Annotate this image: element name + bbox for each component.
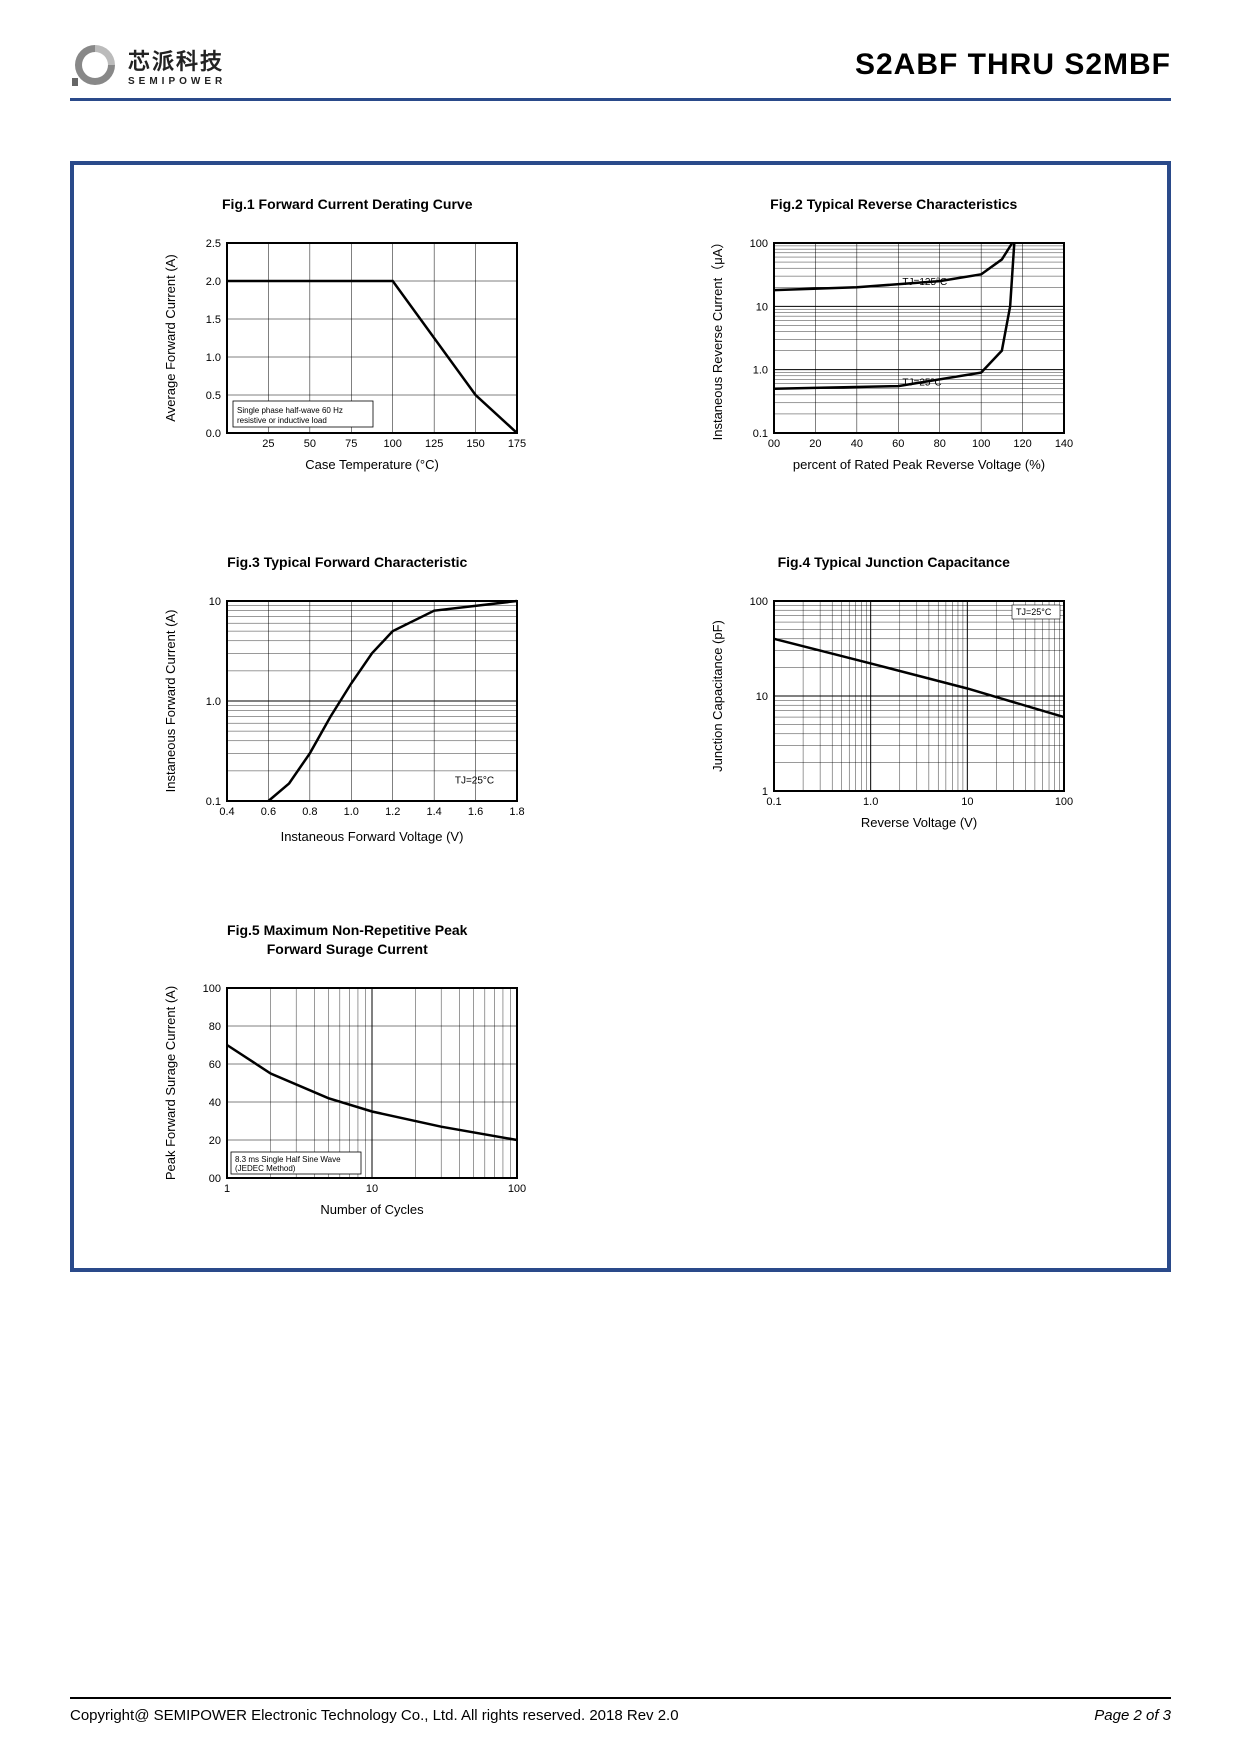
svg-text:Junction Capacitance (pF): Junction Capacitance (pF) — [710, 621, 725, 773]
svg-text:percent of Rated Peak Reverse: percent of Rated Peak Reverse Voltage (%… — [793, 457, 1045, 472]
svg-text:Single phase half-wave 60 Hz: Single phase half-wave 60 Hz — [237, 406, 343, 415]
fig5-chart: 1 10 100 00 20 40 60 80 100 8.3 ms Single Half Si… — [157, 978, 537, 1238]
svg-text:40: 40 — [850, 438, 862, 450]
svg-text:10: 10 — [756, 302, 768, 314]
svg-text:80: 80 — [209, 1021, 221, 1033]
svg-text:120: 120 — [1013, 438, 1031, 450]
svg-text:60: 60 — [892, 438, 904, 450]
svg-text:Average Forward Current (A): Average Forward Current (A) — [163, 255, 178, 422]
logo-text-en: SEMIPOWER — [128, 76, 226, 87]
svg-text:1.0: 1.0 — [206, 696, 221, 708]
company-logo: 芯派科技 SEMIPOWER — [70, 40, 226, 90]
svg-text:2.5: 2.5 — [206, 238, 221, 250]
svg-text:TJ=125°C: TJ=125°C — [902, 277, 947, 288]
svg-text:TJ=25°C: TJ=25°C — [1016, 607, 1052, 617]
svg-text:60: 60 — [209, 1059, 221, 1071]
svg-text:0.1: 0.1 — [206, 796, 221, 808]
svg-text:Reverse Voltage (V): Reverse Voltage (V) — [861, 815, 977, 830]
fig3-chart: 0.4 0.6 0.8 1.0 1.2 1.4 1.6 1.8 0.1 1.0 10 TJ=25°C I… — [157, 591, 537, 861]
svg-text:100: 100 — [749, 596, 767, 608]
svg-text:0.6: 0.6 — [261, 806, 276, 818]
fig4-chart: 0.1 1.0 10 100 1 10 100 TJ=25°C Reverse Voltage … — [704, 591, 1084, 851]
svg-text:0.1: 0.1 — [766, 796, 781, 808]
logo-text-cn: 芯派科技 — [128, 44, 226, 76]
svg-text:Case Temperature (°C): Case Temperature (°C) — [305, 457, 439, 472]
svg-text:10: 10 — [961, 796, 973, 808]
figure-4: Fig.4 Typical Junction Capacitance 0.1 1.… — [641, 553, 1148, 861]
svg-text:Peak Forward Surage Current (A: Peak Forward Surage Current (A) — [163, 986, 178, 1180]
svg-text:0.1: 0.1 — [752, 428, 767, 440]
svg-text:100: 100 — [1055, 796, 1073, 808]
svg-text:1.5: 1.5 — [206, 314, 221, 326]
charts-container: Fig.1 Forward Current Derating Curve 25 5… — [70, 161, 1171, 1272]
svg-text:TJ=25°C: TJ=25°C — [902, 378, 941, 389]
fig2-title: Fig.2 Typical Reverse Characteristics — [770, 195, 1017, 213]
svg-text:10: 10 — [209, 596, 221, 608]
fig2-chart: 00 20 40 60 80 100 120 140 0.1 1.0 10 100 TJ=125°C TJ… — [704, 233, 1084, 493]
svg-text:Instaneous Forward Voltage (V): Instaneous Forward Voltage (V) — [281, 829, 464, 844]
svg-text:(JEDEC Method): (JEDEC Method) — [235, 1164, 296, 1173]
datasheet-page: 芯派科技 SEMIPOWER S2ABF THRU S2MBF Fig.1 Fo… — [0, 0, 1241, 1754]
svg-text:Number of Cycles: Number of Cycles — [321, 1202, 425, 1217]
svg-text:1.2: 1.2 — [385, 806, 400, 818]
svg-text:1.0: 1.0 — [752, 365, 767, 377]
svg-text:140: 140 — [1055, 438, 1073, 450]
svg-text:resistive or inductive load: resistive or inductive load — [237, 416, 327, 425]
svg-text:100: 100 — [508, 1183, 526, 1195]
page-footer: Copyright@ SEMIPOWER Electronic Technolo… — [70, 1697, 1171, 1724]
fig4-title: Fig.4 Typical Junction Capacitance — [778, 553, 1010, 571]
fig1-chart: 25 50 75 100 125 150 175 0.0 0.5 1.0 1.5 2.0 2.5 Sing… — [157, 233, 537, 493]
svg-text:0.0: 0.0 — [206, 428, 221, 440]
svg-text:1.4: 1.4 — [427, 806, 442, 818]
svg-text:25: 25 — [263, 438, 275, 450]
svg-text:Instaneous Forward Current (A: Instaneous Forward Current (A) — [163, 610, 178, 793]
svg-text:2.0: 2.0 — [206, 276, 221, 288]
svg-text:100: 100 — [749, 238, 767, 250]
svg-text:75: 75 — [345, 438, 357, 450]
svg-text:20: 20 — [809, 438, 821, 450]
svg-text:150: 150 — [467, 438, 485, 450]
svg-text:Instaneous Reverse Current（μA）: Instaneous Reverse Current（μA） — [710, 236, 725, 441]
svg-text:1: 1 — [224, 1183, 230, 1195]
fig5-title: Fig.5 Maximum Non-Repetitive Peak Forwar… — [227, 921, 467, 957]
svg-text:8.3 ms Single Half Sine Wave: 8.3 ms Single Half Sine Wave — [235, 1155, 341, 1164]
svg-text:1.6: 1.6 — [468, 806, 483, 818]
svg-text:00: 00 — [768, 438, 780, 450]
svg-text:0.4: 0.4 — [220, 806, 235, 818]
figure-3: Fig.3 Typical Forward Characteristic 0.4… — [94, 553, 601, 861]
figure-2: Fig.2 Typical Reverse Characteristics 00… — [641, 195, 1148, 493]
svg-text:40: 40 — [209, 1097, 221, 1109]
svg-text:10: 10 — [756, 691, 768, 703]
svg-text:1.8: 1.8 — [510, 806, 525, 818]
svg-text:1.0: 1.0 — [863, 796, 878, 808]
svg-text:1.0: 1.0 — [344, 806, 359, 818]
copyright-text: Copyright@ SEMIPOWER Electronic Technolo… — [70, 1707, 679, 1724]
figure-1: Fig.1 Forward Current Derating Curve 25 5… — [94, 195, 601, 493]
svg-text:125: 125 — [425, 438, 443, 450]
svg-text:100: 100 — [203, 983, 221, 995]
svg-text:175: 175 — [508, 438, 526, 450]
svg-text:0.5: 0.5 — [206, 390, 221, 402]
svg-text:1.0: 1.0 — [206, 352, 221, 364]
svg-text:100: 100 — [972, 438, 990, 450]
figure-5: Fig.5 Maximum Non-Repetitive Peak Forwar… — [94, 921, 601, 1237]
svg-text:80: 80 — [933, 438, 945, 450]
svg-text:00: 00 — [209, 1173, 221, 1185]
svg-text:10: 10 — [366, 1183, 378, 1195]
svg-text:100: 100 — [384, 438, 402, 450]
svg-text:20: 20 — [209, 1135, 221, 1147]
svg-text:1: 1 — [762, 786, 768, 798]
page-number: Page 2 of 3 — [1094, 1707, 1171, 1724]
svg-text:TJ=25°C: TJ=25°C — [455, 776, 494, 787]
logo-icon — [70, 40, 120, 90]
page-header: 芯派科技 SEMIPOWER S2ABF THRU S2MBF — [70, 40, 1171, 101]
svg-text:0.8: 0.8 — [302, 806, 317, 818]
fig3-title: Fig.3 Typical Forward Characteristic — [227, 553, 467, 571]
svg-text:50: 50 — [304, 438, 316, 450]
fig1-title: Fig.1 Forward Current Derating Curve — [222, 195, 472, 213]
part-number-title: S2ABF THRU S2MBF — [855, 48, 1171, 82]
